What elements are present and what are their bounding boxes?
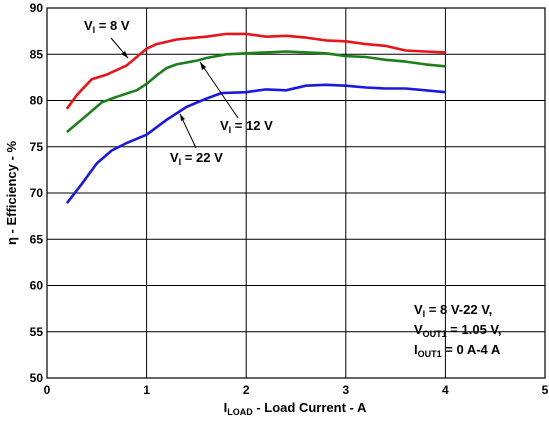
y-axis-label: η - Efficiency - % (4, 141, 19, 245)
label-vi-12v: VI = 12 V (199, 61, 273, 135)
svg-text:VI = 22 V: VI = 22 V (170, 150, 223, 167)
x-tick-label: 0 (44, 383, 51, 397)
y-tick-label: 50 (30, 371, 44, 385)
x-tick-label: 1 (143, 383, 150, 397)
y-tick-label: 85 (30, 47, 44, 61)
plot-frame (46, 7, 546, 379)
y-tick-labels: 50 55 60 65 70 75 80 85 90 (30, 1, 44, 385)
y-tick-label: 60 (30, 279, 44, 293)
label-vi-8v: VI = 8 V (84, 18, 130, 59)
series-line-vi-8v (65, 32, 446, 110)
x-tick-label: 3 (342, 383, 349, 397)
x-tick-label: 5 (542, 383, 549, 397)
arrow-12v (199, 61, 239, 119)
x-tick-label: 4 (442, 383, 449, 397)
condition-vi: VI = 8 V-22 V, (414, 302, 492, 319)
y-tick-label: 90 (30, 1, 44, 15)
y-tick-label: 70 (30, 186, 44, 200)
x-tick-labels: 0 1 2 3 4 5 (44, 383, 549, 397)
conditions-box: VI = 8 V-22 V, VOUT1 = 1.05 V, IOUT1 = 0… (414, 302, 502, 359)
y-tick-label: 55 (30, 325, 44, 339)
condition-iout1: IOUT1 = 0 A-4 A (414, 342, 501, 359)
arrowhead-8v (121, 51, 128, 58)
data-series (65, 32, 446, 204)
arrowhead-12v (200, 62, 206, 70)
y-tick-label: 80 (30, 94, 44, 108)
series-line-vi-12v (66, 50, 446, 133)
svg-text:VI = 12 V: VI = 12 V (220, 118, 273, 135)
series-line-vi-22v (65, 83, 446, 204)
y-tick-label: 65 (30, 232, 44, 246)
svg-text:VI = 8 V: VI = 8 V (84, 18, 130, 35)
arrowhead-22v (180, 114, 185, 121)
condition-vout1: VOUT1 = 1.05 V, (414, 322, 502, 339)
label-vi-22v: VI = 22 V (170, 113, 223, 167)
x-tick-label: 2 (243, 383, 250, 397)
x-axis-label: ILOAD - Load Current - A (224, 400, 367, 417)
y-tick-label: 75 (30, 140, 44, 154)
